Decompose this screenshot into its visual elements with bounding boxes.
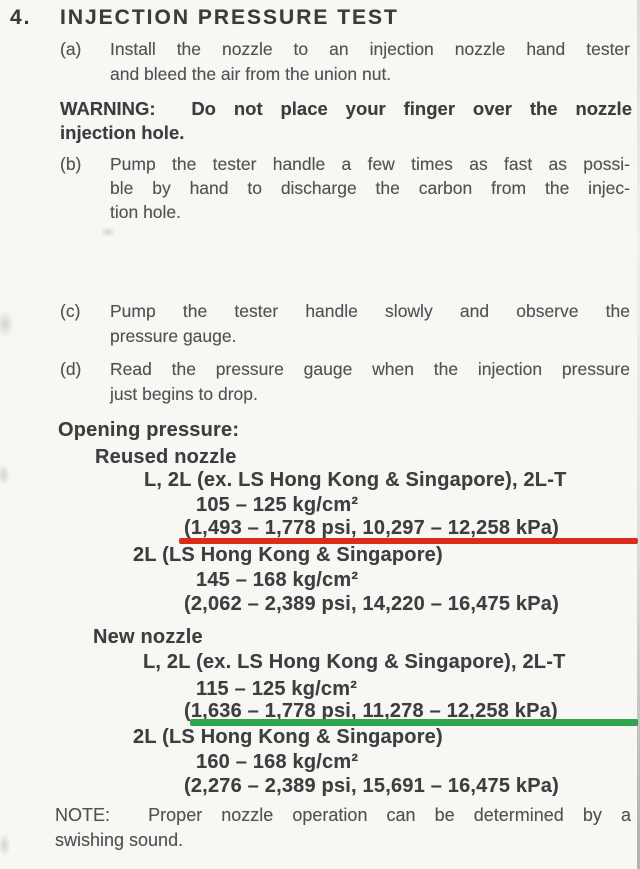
pressure-metric: 145 – 168 kg/cm²	[196, 569, 359, 591]
group-reused-nozzle: Reused nozzle	[95, 446, 237, 468]
scan-smudge	[0, 464, 10, 486]
pressure-metric: 160 – 168 kg/cm²	[196, 751, 359, 773]
section-number: 4.	[10, 6, 32, 29]
red-underline-annotation	[179, 538, 638, 544]
text-line: tion hole.	[110, 202, 182, 222]
scan-smudge	[0, 833, 11, 857]
note-paragraph: NOTE: Proper nozzle operation can be det…	[55, 803, 631, 853]
text-line: WARNING: Do not place your finger over t…	[60, 98, 632, 119]
step-b-text: Pump the tester handle a few times as fa…	[110, 152, 630, 224]
pressure-metric: 105 – 125 kg/cm²	[196, 494, 359, 516]
text-line: Pump the tester handle a few times as fa…	[110, 154, 630, 174]
step-b-label: (b)	[60, 154, 82, 174]
text-line: pressure gauge.	[110, 326, 237, 346]
step-c-text: Pump the tester handle slowly and observ…	[110, 299, 630, 349]
scan-smudge	[100, 227, 116, 237]
engine-variant: 2L (LS Hong Kong & Singapore)	[133, 726, 443, 748]
text-line: Pump the tester handle slowly and observ…	[110, 301, 630, 321]
opening-pressure-heading: Opening pressure:	[58, 419, 240, 441]
pressure-metric: 115 – 125 kg/cm²	[196, 678, 358, 700]
scan-edge-artifact	[637, 0, 640, 869]
text-line: Install the nozzle to an injection nozzl…	[110, 39, 630, 59]
pressure-converted: (2,062 – 2,389 psi, 14,220 – 16,475 kPa)	[184, 593, 559, 615]
pressure-converted: (1,636 – 1,778 psi, 11,278 – 12,258 kPa)	[184, 700, 558, 722]
pressure-converted: (1,493 – 1,778 psi, 10,297 – 12,258 kPa)	[184, 517, 559, 539]
text-line: Read the pressure gauge when the injecti…	[110, 359, 630, 379]
step-d-label: (d)	[60, 359, 82, 379]
engine-variant: L, 2L (ex. LS Hong Kong & Singapore), 2L…	[143, 651, 566, 673]
text-line: NOTE: Proper nozzle operation can be det…	[55, 805, 631, 825]
step-d-text: Read the pressure gauge when the injecti…	[110, 357, 630, 407]
engine-variant: 2L (LS Hong Kong & Singapore)	[133, 544, 443, 566]
engine-variant: L, 2L (ex. LS Hong Kong & Singapore), 2L…	[144, 469, 567, 491]
green-underline-annotation	[190, 719, 638, 726]
pressure-converted: (2,276 – 2,389 psi, 15,691 – 16,475 kPa)	[184, 775, 559, 797]
text-line: swishing sound.	[55, 830, 184, 850]
step-a-text: Install the nozzle to an injection nozzl…	[110, 37, 630, 87]
text-line: ble by hand to discharge the carbon from…	[110, 178, 630, 198]
text-line: and bleed the air from the union nut.	[110, 64, 392, 84]
warning-paragraph: WARNING: Do not place your finger over t…	[60, 97, 632, 145]
text-line: injection hole.	[60, 122, 185, 143]
page-title: INJECTION PRESSURE TEST	[60, 6, 399, 29]
scan-smudge	[0, 310, 14, 338]
group-new-nozzle: New nozzle	[93, 626, 203, 648]
step-a-label: (a)	[60, 39, 82, 59]
text-line: just begins to drop.	[110, 384, 258, 404]
step-c-label: (c)	[60, 301, 81, 321]
